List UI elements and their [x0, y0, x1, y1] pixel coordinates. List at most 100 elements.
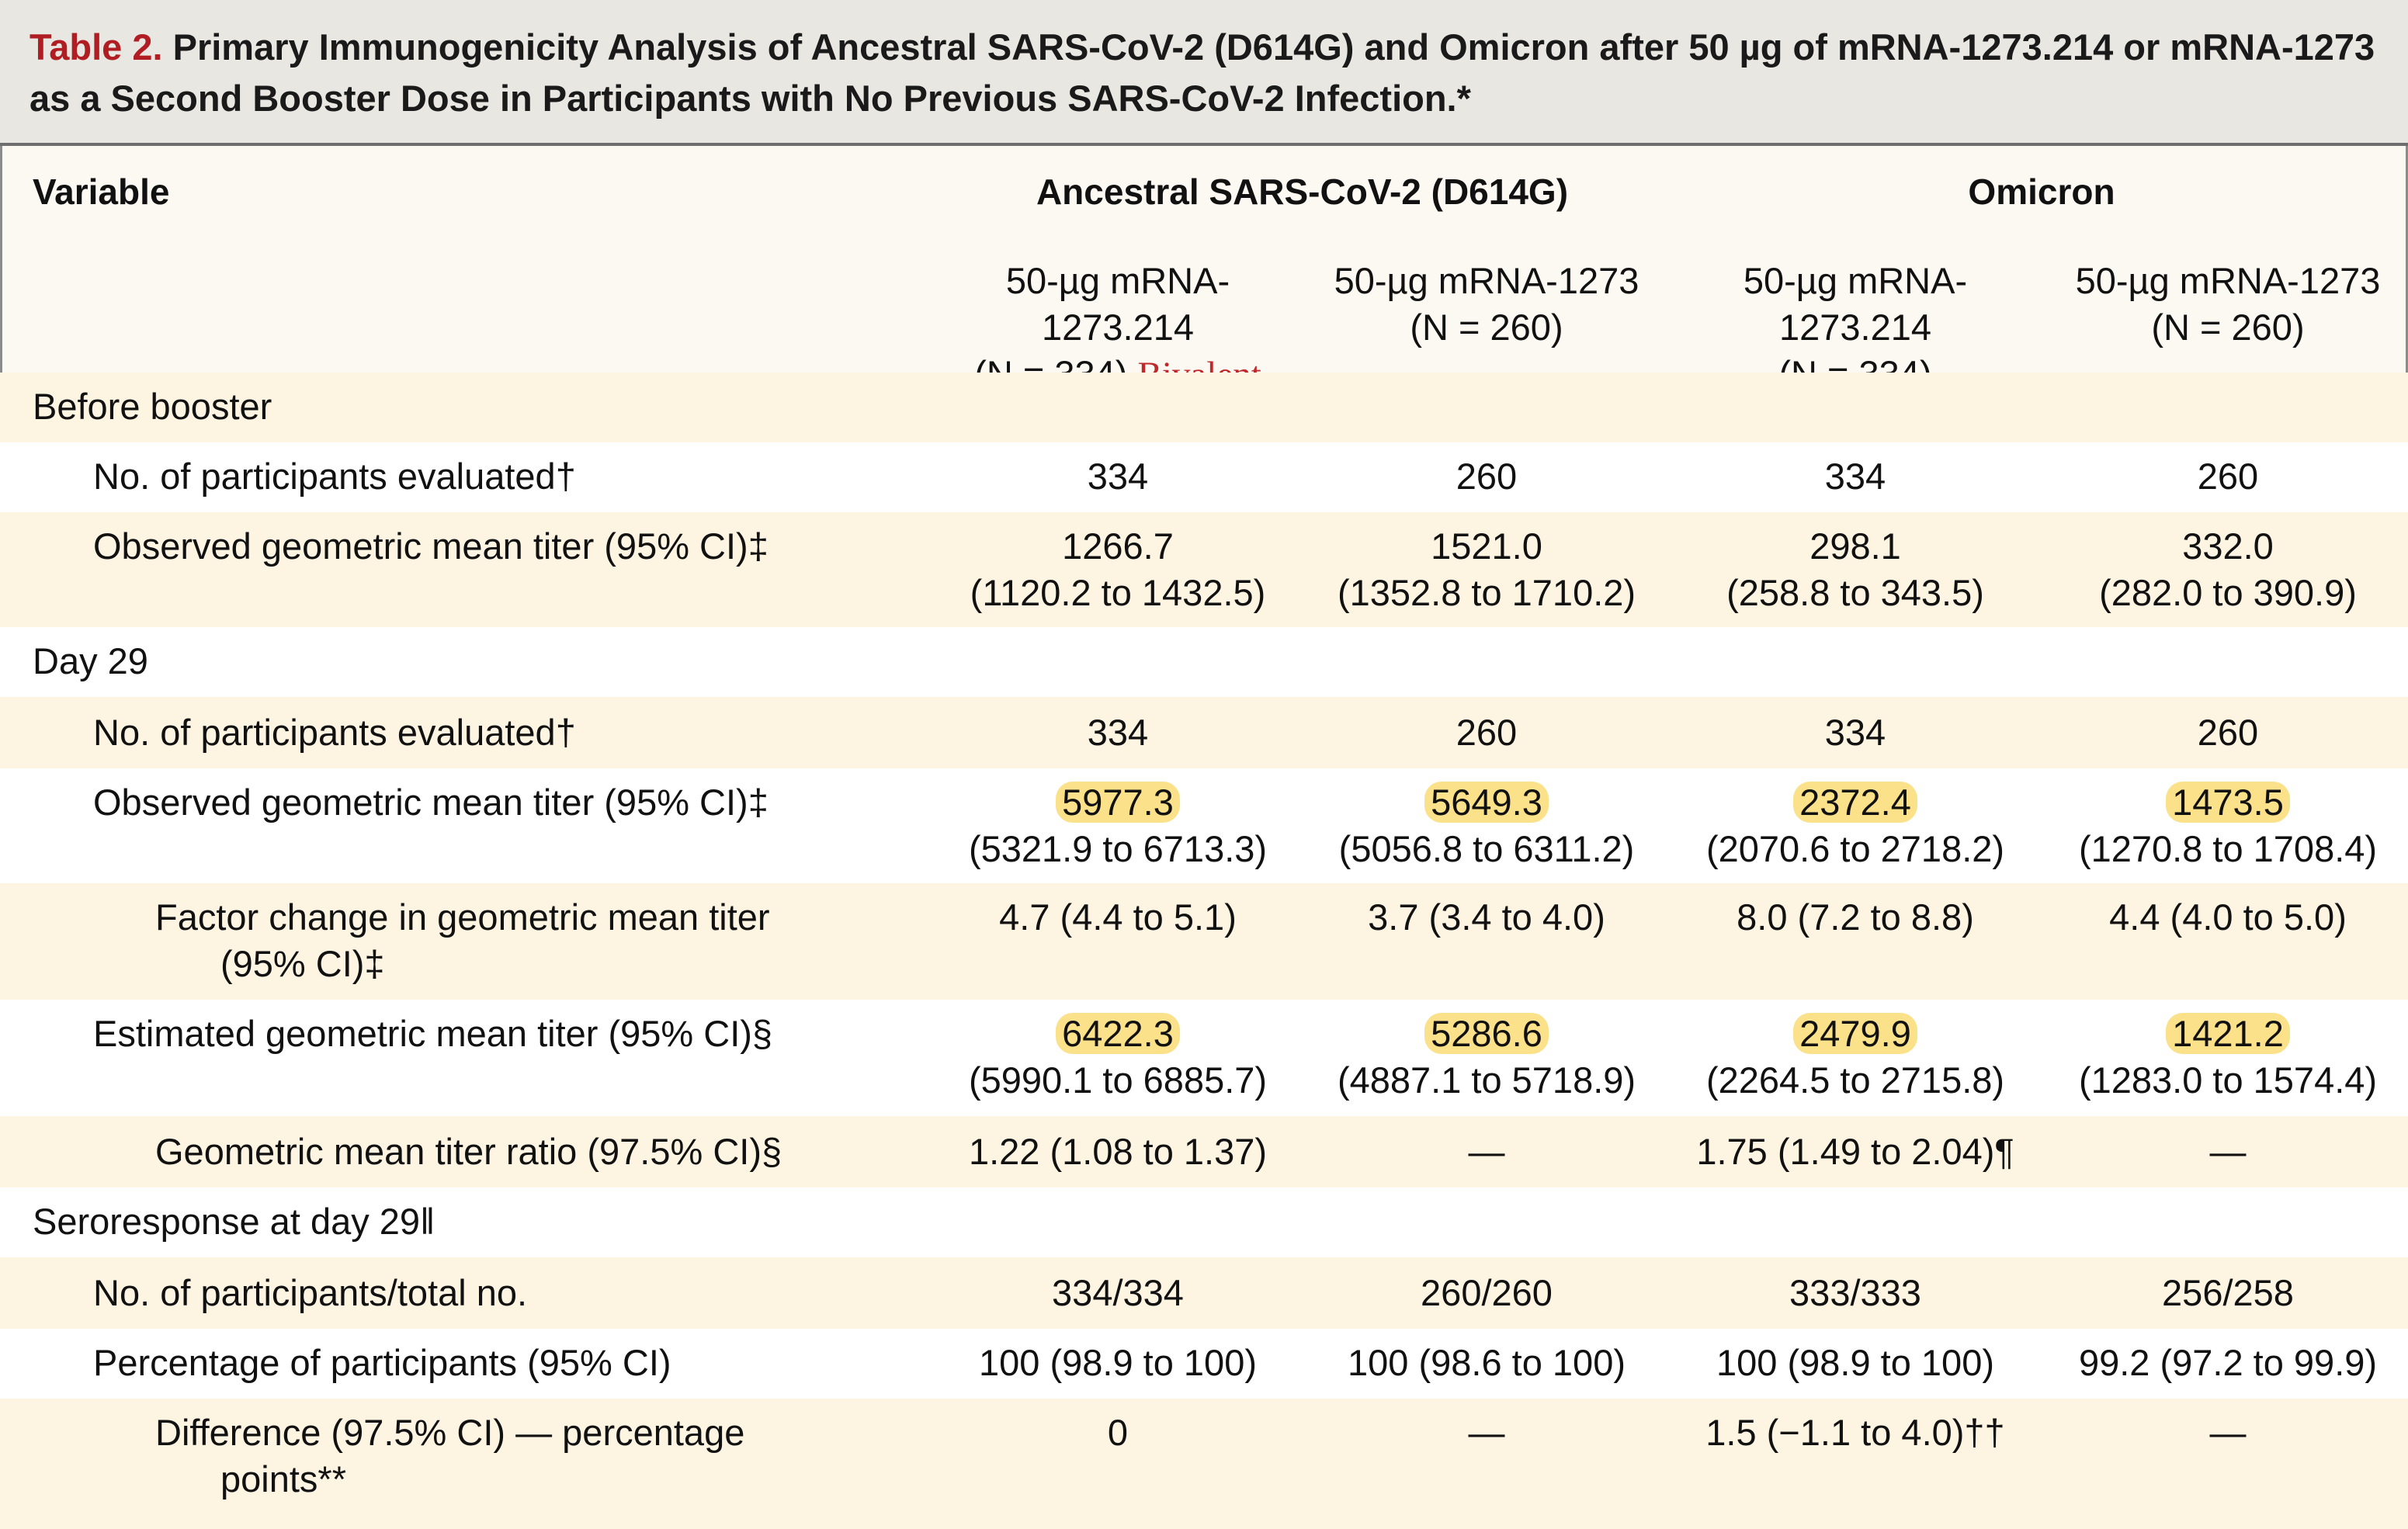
row-label: Geometric mean titer ratio (97.5% CI)§ — [155, 1131, 782, 1172]
table-cell: 334/334 — [1052, 1272, 1184, 1313]
table-row: Factor change in geometric mean titer (9… — [0, 883, 2408, 1000]
column-header-n: (N = 260) — [2151, 307, 2305, 348]
highlighted-value: 5977.3 — [1056, 782, 1180, 823]
column-header: 50-µg mRNA-1273 (N = 260) — [2042, 258, 2408, 351]
column-header-dose: 50-µg mRNA-1273.214 — [1743, 260, 1968, 348]
highlighted-value: 5649.3 — [1424, 782, 1549, 823]
table-cell: 334 — [1824, 456, 1886, 497]
table-cell: 260 — [2197, 456, 2259, 497]
row-label: No. of participants/total no. — [93, 1272, 528, 1313]
row-label: Factor change in geometric mean titer (9… — [155, 894, 770, 987]
table-row: Observed geometric mean titer (95% CI)‡ … — [0, 768, 2408, 883]
section-row: Before booster — [0, 373, 2408, 442]
table-cell: 100 (98.9 to 100) — [979, 1342, 1257, 1383]
table-cell: 334 — [1824, 712, 1886, 753]
table-cell: 100 (98.9 to 100) — [1716, 1342, 1994, 1383]
table-cell: 8.0 (7.2 to 8.8) — [1737, 896, 1974, 938]
table-cell: 5649.3 (5056.8 to 6311.2) — [1300, 779, 1673, 872]
section-label: Day 29 — [33, 640, 148, 681]
table-cell: 1266.7 (1120.2 to 1432.5) — [932, 523, 1304, 616]
cell-ci: (1270.8 to 1708.4) — [2078, 828, 2378, 869]
cell-ci: (282.0 to 390.9) — [2099, 572, 2357, 613]
section-label: Before booster — [33, 386, 272, 427]
table-cell: 260/260 — [1421, 1272, 1553, 1313]
row-label: Observed geometric mean titer (95% CI)‡ — [93, 782, 769, 823]
table-cell: 332.0 (282.0 to 390.9) — [2042, 523, 2408, 616]
cell-ci: (1120.2 to 1432.5) — [970, 572, 1266, 613]
table-cell: — — [1468, 1131, 1505, 1172]
section-label: Seroresponse at day 29‖ — [33, 1201, 435, 1242]
table-row: Estimated geometric mean titer (95% CI)§… — [0, 1000, 2408, 1116]
table-row: No. of participants evaluated† 334 260 3… — [0, 697, 2408, 768]
table-cell: — — [2209, 1131, 2247, 1172]
table-cell: 6422.3 (5990.1 to 6885.7) — [932, 1011, 1304, 1104]
cell-value: 1521.0 — [1431, 525, 1542, 567]
table-cell: 1.75 (1.49 to 2.04)¶ — [1696, 1131, 2014, 1172]
table-cell: 256/258 — [2162, 1272, 2294, 1313]
table-cell: — — [1468, 1412, 1505, 1453]
group-header-omicron: Omicron — [1968, 172, 2115, 212]
highlighted-value: 5286.6 — [1424, 1013, 1549, 1054]
cell-value: 332.0 — [2182, 525, 2274, 567]
table-number: Table 2. — [29, 26, 163, 68]
cell-ci: (4887.1 to 5718.9) — [1337, 1059, 1636, 1101]
section-row: Seroresponse at day 29‖ — [0, 1187, 2408, 1257]
table-cell: 1521.0 (1352.8 to 1710.2) — [1300, 523, 1673, 616]
table-caption: Primary Immunogenicity Analysis of Ances… — [29, 26, 2375, 119]
table-cell: 333/333 — [1789, 1272, 1921, 1313]
cell-value: 1266.7 — [1062, 525, 1174, 567]
cell-ci: (1352.8 to 1710.2) — [1337, 572, 1636, 613]
row-label-line1: Factor change in geometric mean titer — [155, 896, 770, 938]
table-cell: 260 — [2197, 712, 2259, 753]
table-cell: 334 — [1087, 456, 1149, 497]
table-row: No. of participants evaluated† 334 260 3… — [0, 442, 2408, 512]
cell-ci: (2264.5 to 2715.8) — [1705, 1059, 2005, 1101]
row-label: No. of participants evaluated† — [93, 456, 576, 497]
column-header: 50-µg mRNA-1273 (N = 260) — [1300, 258, 1673, 351]
column-header-dose: 50-µg mRNA-1273 — [1334, 260, 1639, 301]
row-label-line1: Difference (97.5% CI) — percentage — [155, 1412, 745, 1453]
cell-ci: (1283.0 to 1574.4) — [2078, 1059, 2378, 1101]
table-cell: 334 — [1087, 712, 1149, 753]
row-label: Observed geometric mean titer (95% CI)‡ — [93, 525, 769, 567]
row-label: Percentage of participants (95% CI) — [93, 1342, 671, 1383]
table-cell: 5286.6 (4887.1 to 5718.9) — [1300, 1011, 1673, 1104]
table-cell: 4.7 (4.4 to 5.1) — [999, 896, 1237, 938]
highlighted-value: 1473.5 — [2166, 782, 2290, 823]
cell-ci: (258.8 to 343.5) — [1726, 572, 1984, 613]
table-row: Geometric mean titer ratio (97.5% CI)§ 1… — [0, 1116, 2408, 1187]
table-cell: 3.7 (3.4 to 4.0) — [1368, 896, 1605, 938]
cell-ci: (5056.8 to 6311.2) — [1338, 828, 1635, 869]
column-header-dose: 50-µg mRNA-1273.214 — [1005, 260, 1230, 348]
table-row: Difference (97.5% CI) — percentage point… — [0, 1399, 2408, 1529]
variable-header: Variable — [33, 172, 170, 212]
table-row: Percentage of participants (95% CI) 100 … — [0, 1329, 2408, 1399]
highlighted-value: 2372.4 — [1793, 782, 1917, 823]
table-cell: 5977.3 (5321.9 to 6713.3) — [932, 779, 1304, 872]
table-cell: 260 — [1456, 456, 1518, 497]
highlighted-value: 6422.3 — [1056, 1013, 1180, 1054]
cell-ci: (5990.1 to 6885.7) — [968, 1059, 1268, 1101]
table-cell: 1.22 (1.08 to 1.37) — [968, 1131, 1268, 1172]
table-cell: 2372.4 (2070.6 to 2718.2) — [1669, 779, 2042, 872]
cell-value: 298.1 — [1809, 525, 1901, 567]
row-label: Estimated geometric mean titer (95% CI)§ — [93, 1013, 773, 1054]
cell-ci: (2070.6 to 2718.2) — [1705, 828, 2005, 869]
column-header-n: (N = 260) — [1410, 307, 1563, 348]
table-cell: 100 (98.6 to 100) — [1348, 1342, 1626, 1383]
group-header-ancestral: Ancestral SARS-CoV-2 (D614G) — [1036, 172, 1569, 212]
section-row: Day 29 — [0, 627, 2408, 697]
row-label: Difference (97.5% CI) — percentage point… — [155, 1409, 744, 1503]
table-cell: 260 — [1456, 712, 1518, 753]
table-cell: — — [2209, 1412, 2247, 1453]
table-row: Observed geometric mean titer (95% CI)‡ … — [0, 512, 2408, 627]
highlighted-value: 2479.9 — [1793, 1013, 1917, 1054]
table-cell: 2479.9 (2264.5 to 2715.8) — [1669, 1011, 2042, 1104]
highlighted-value: 1421.2 — [2166, 1013, 2290, 1054]
column-header-dose: 50-µg mRNA-1273 — [2075, 260, 2381, 301]
row-label-line2: (95% CI)‡ — [220, 943, 385, 984]
table-title: Table 2. Primary Immunogenicity Analysis… — [0, 0, 2408, 146]
cell-ci: (5321.9 to 6713.3) — [968, 828, 1268, 869]
table-cell: 1.5 (−1.1 to 4.0)†† — [1705, 1412, 2005, 1453]
row-label-line2: points** — [220, 1458, 346, 1500]
